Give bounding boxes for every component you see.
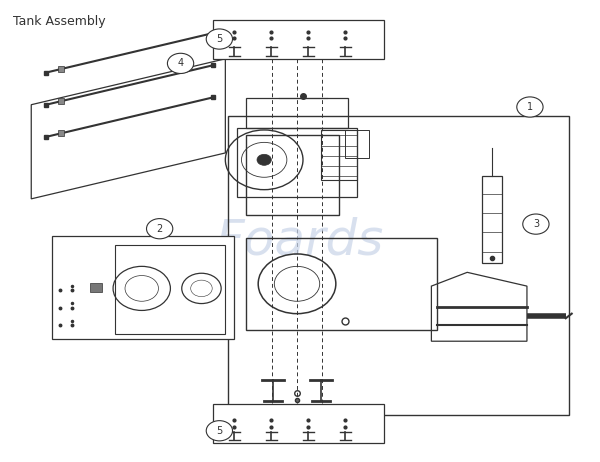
Bar: [345, 130, 368, 158]
Bar: [482, 176, 502, 263]
Text: 2: 2: [157, 224, 163, 234]
Text: 3: 3: [533, 219, 539, 229]
Circle shape: [167, 53, 194, 73]
Text: Foards: Foards: [216, 216, 384, 264]
Bar: [229, 116, 569, 415]
Circle shape: [206, 29, 233, 49]
Circle shape: [257, 154, 271, 165]
Circle shape: [517, 97, 543, 117]
Bar: [90, 283, 102, 292]
Text: 1: 1: [527, 102, 533, 112]
Text: 5: 5: [216, 34, 223, 44]
Bar: [237, 128, 357, 196]
Bar: [246, 238, 437, 330]
Bar: [214, 20, 383, 59]
Text: 4: 4: [178, 58, 184, 68]
Bar: [214, 404, 383, 443]
Circle shape: [206, 421, 233, 441]
Bar: [52, 236, 235, 339]
Circle shape: [146, 219, 173, 239]
Text: Tank Assembly: Tank Assembly: [13, 15, 106, 28]
Bar: [246, 98, 348, 128]
Circle shape: [523, 214, 549, 234]
Polygon shape: [31, 59, 226, 199]
Bar: [246, 134, 339, 215]
Bar: [115, 245, 226, 334]
Bar: [321, 130, 357, 181]
Text: 5: 5: [216, 426, 223, 436]
